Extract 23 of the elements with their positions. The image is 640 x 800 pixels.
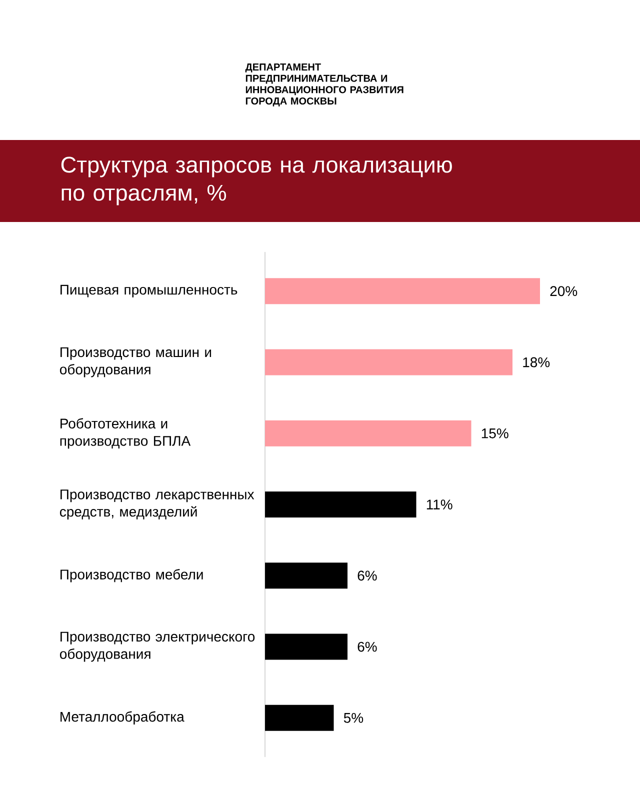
- y-tick-label: Робототехника и производство БПЛА: [60, 418, 191, 449]
- bar: [265, 634, 348, 660]
- bar: [265, 562, 348, 589]
- y-tick-label: Пищевая промышленность: [60, 284, 238, 298]
- data-label: 5%: [344, 712, 364, 723]
- y-tick-label: Производство мебели: [60, 569, 203, 582]
- bar: [265, 278, 540, 304]
- data-label: 11%: [426, 500, 452, 510]
- chart-title: Структура запросов на локализацию по отраслям, %: [61, 156, 452, 206]
- bar: [265, 704, 334, 731]
- data-label: 6%: [358, 642, 377, 652]
- bar: [265, 349, 512, 376]
- y-tick-label: Производство машин и оборудования: [60, 347, 212, 378]
- bar: [265, 492, 416, 518]
- y-tick-label: Производство лекарственных средств, медизделий: [60, 490, 254, 520]
- data-label: 15%: [482, 428, 508, 438]
- y-tick-label: Производство электрического оборудования: [60, 632, 255, 662]
- y-tick-label: Металлообработка: [60, 711, 184, 724]
- data-label: 20%: [550, 286, 578, 296]
- text: ДЕПАРТАМЕНТ ПРЕДПРИНИМАТЕЛЬСТВА И ИННОВАЦИОННОГО РАЗВИТИЯ ГОРОДА МОСКВЫ: [245, 64, 404, 106]
- data-label: 18%: [523, 357, 550, 368]
- bar: [265, 420, 472, 446]
- data-label: 6%: [358, 570, 377, 581]
